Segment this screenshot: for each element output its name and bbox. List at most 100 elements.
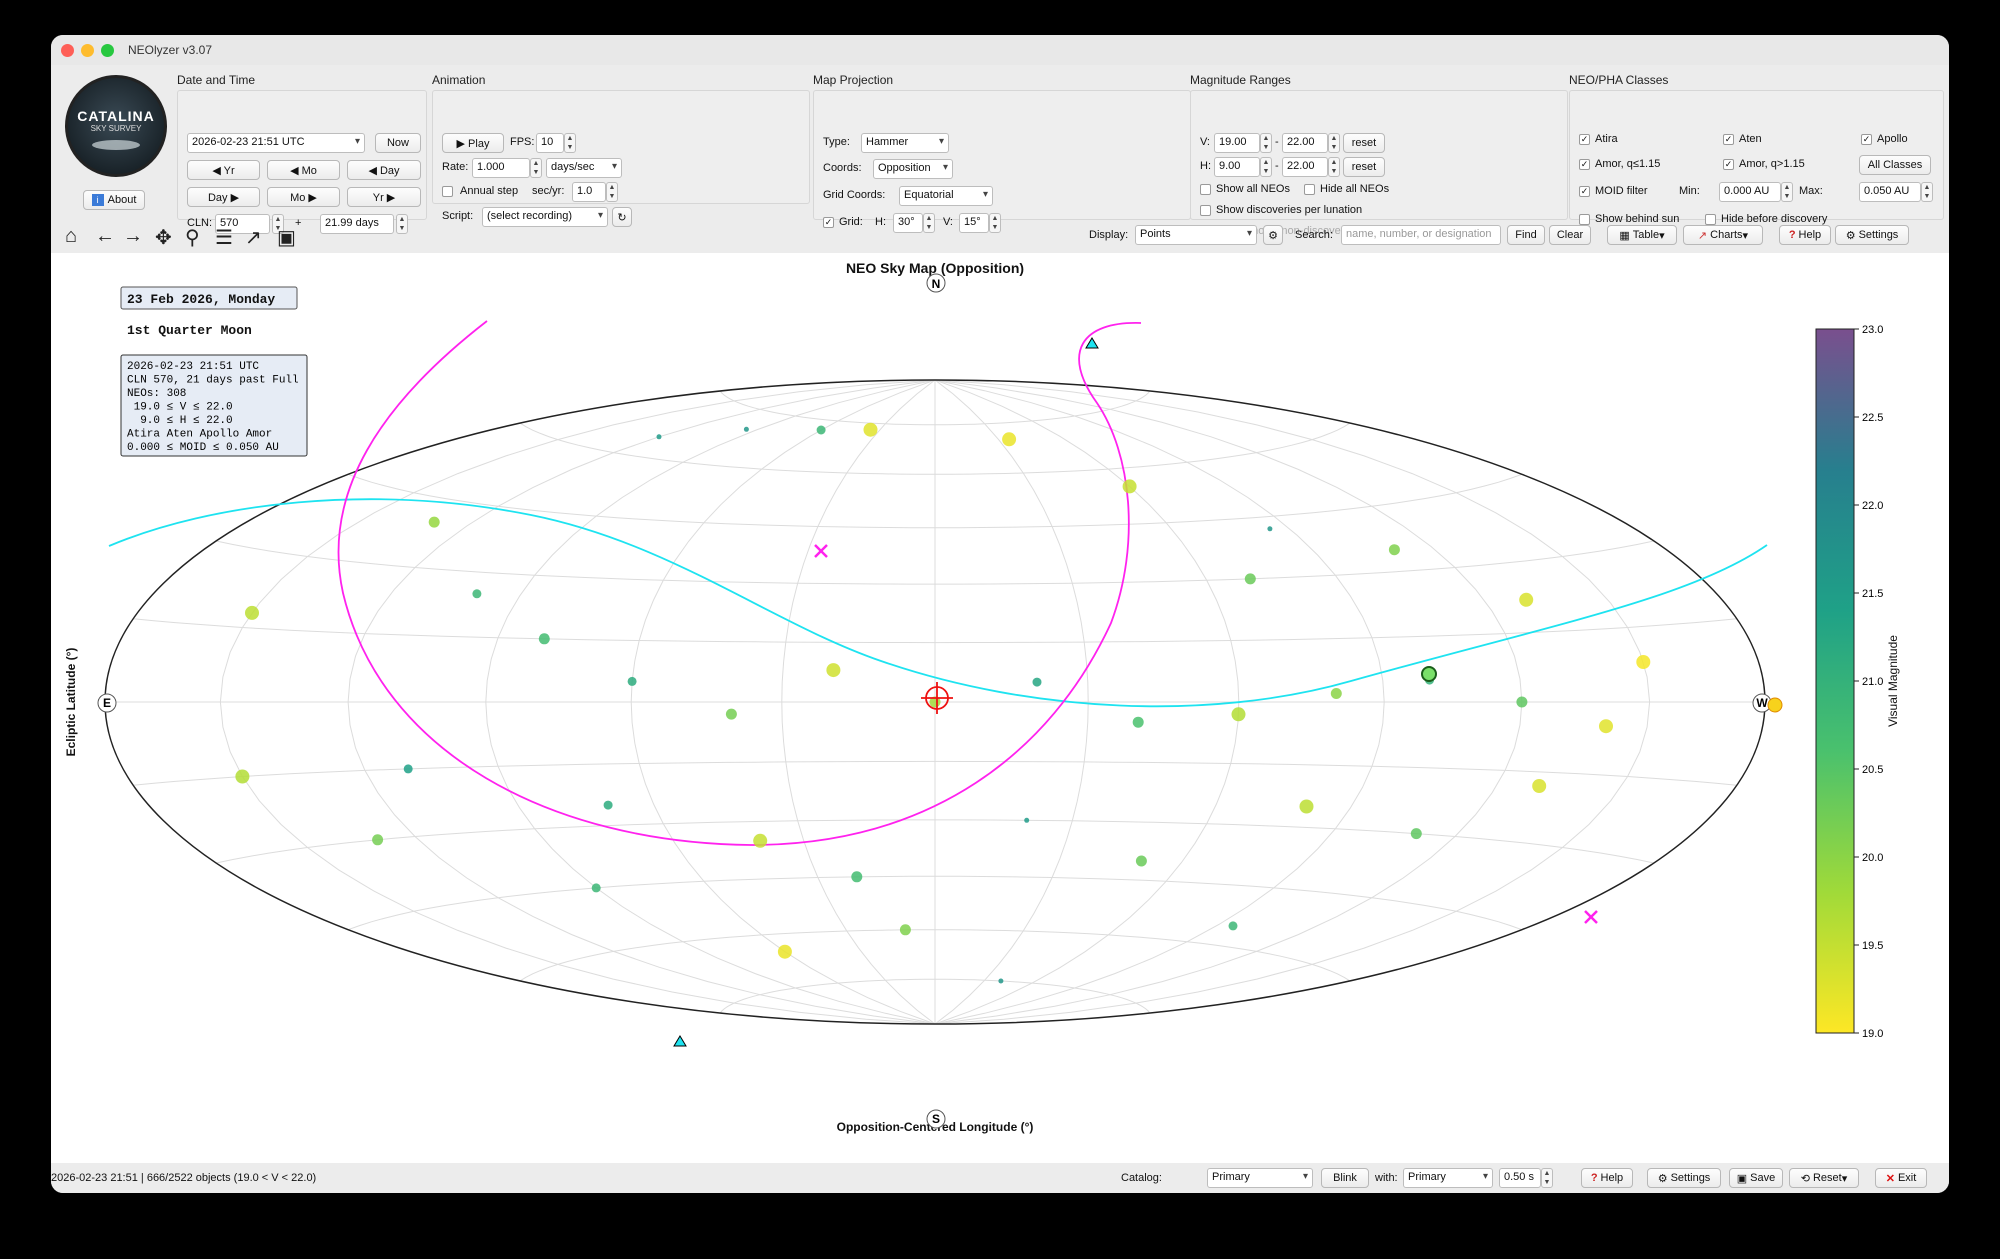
zoom-window-icon[interactable] xyxy=(101,44,114,57)
save-figure-icon[interactable]: ▣ xyxy=(277,227,296,249)
neo-point[interactable] xyxy=(743,426,749,432)
exit-button[interactable]: ✕ Exit xyxy=(1875,1168,1927,1188)
display-select[interactable]: Points xyxy=(1135,225,1257,245)
v-min-spinner[interactable]: ▲ ▼ xyxy=(1260,133,1272,153)
neo-point[interactable] xyxy=(472,589,482,599)
v-min-input[interactable]: 19.00 xyxy=(1214,133,1260,153)
plot-area[interactable]: NEO Sky Map (Opposition) Ecliptic Latitu… xyxy=(51,253,1949,1163)
about-button[interactable]: i About xyxy=(83,190,145,210)
moid-max-spinner[interactable]: ▲ ▼ xyxy=(1921,182,1933,202)
configure-subplots-icon[interactable]: ☰ xyxy=(215,227,233,249)
neo-point[interactable] xyxy=(1122,479,1137,494)
all-classes-button[interactable]: All Classes xyxy=(1859,155,1931,175)
table-button[interactable]: ▦ Table ▾ xyxy=(1607,225,1677,245)
grid-v-input[interactable]: 15° xyxy=(959,213,989,233)
neo-point[interactable] xyxy=(538,633,550,645)
v-reset-button[interactable]: reset xyxy=(1343,133,1385,153)
settings-button[interactable]: ⚙ Settings xyxy=(1835,225,1909,245)
save-button[interactable]: ▣ Save xyxy=(1729,1168,1783,1188)
blink-with-select[interactable]: Primary xyxy=(1403,1168,1493,1188)
fps-spinner[interactable]: ▲ ▼ xyxy=(564,133,576,153)
catalog-select[interactable]: Primary xyxy=(1207,1168,1313,1188)
year-back-button[interactable]: ◀ Yr xyxy=(187,160,260,180)
neo-point[interactable] xyxy=(1388,544,1400,556)
aten-checkbox[interactable]: ✓ xyxy=(1723,134,1734,145)
neo-point[interactable] xyxy=(863,422,878,437)
refresh-script-button[interactable]: ↻ xyxy=(612,207,632,227)
rate-spinner[interactable]: ▲ ▼ xyxy=(530,158,542,178)
moid-max-input[interactable]: 0.050 AU xyxy=(1859,182,1921,202)
neo-point[interactable] xyxy=(777,944,792,959)
edit-axis-icon[interactable]: ↗ xyxy=(245,227,262,249)
neo-point[interactable] xyxy=(1519,592,1534,607)
blink-button[interactable]: Blink xyxy=(1321,1168,1369,1188)
month-forward-button[interactable]: Mo ▶ xyxy=(267,187,340,207)
neo-point[interactable] xyxy=(1516,696,1528,708)
neo-point[interactable] xyxy=(816,425,826,435)
display-options-button[interactable]: ⚙ xyxy=(1263,225,1283,245)
neo-point[interactable] xyxy=(753,833,768,848)
blink-interval-input[interactable]: 0.50 s xyxy=(1499,1168,1541,1188)
pan-icon[interactable]: ✥ xyxy=(155,227,172,249)
moid-min-spinner[interactable]: ▲ ▼ xyxy=(1781,182,1793,202)
zoom-icon[interactable]: ⚲ xyxy=(185,227,200,249)
neo-point[interactable] xyxy=(1024,817,1030,823)
secyr-spinner[interactable]: ▲ ▼ xyxy=(606,182,618,202)
sky-map-chart[interactable]: NEO Sky Map (Opposition) Ecliptic Latitu… xyxy=(51,253,1949,1163)
h-max-input[interactable]: 22.00 xyxy=(1282,157,1328,177)
blink-interval-spinner[interactable]: ▲ ▼ xyxy=(1541,1168,1553,1188)
status-help-button[interactable]: ? Help xyxy=(1581,1168,1633,1188)
back-arrow-icon[interactable]: ← xyxy=(95,225,115,247)
days-input[interactable]: 21.99 days xyxy=(320,214,394,234)
neo-point[interactable] xyxy=(1299,799,1314,814)
h-min-input[interactable]: 9.00 xyxy=(1214,157,1260,177)
neo-point[interactable] xyxy=(235,769,250,784)
neo-point[interactable] xyxy=(1244,573,1256,585)
neo-point[interactable] xyxy=(1636,655,1651,669)
secyr-input[interactable]: 1.0 xyxy=(572,182,606,202)
neo-point[interactable] xyxy=(725,708,737,720)
neo-point[interactable] xyxy=(899,924,911,936)
forward-arrow-icon[interactable]: → xyxy=(123,225,143,247)
v-max-input[interactable]: 22.00 xyxy=(1282,133,1328,153)
neo-point[interactable] xyxy=(998,978,1004,984)
h-min-spinner[interactable]: ▲ ▼ xyxy=(1260,157,1272,177)
neo-point[interactable] xyxy=(1330,688,1342,699)
day-forward-button[interactable]: Day ▶ xyxy=(187,187,260,207)
neo-point[interactable] xyxy=(1135,855,1147,867)
moid-min-input[interactable]: 0.000 AU xyxy=(1719,182,1781,202)
grid-h-input[interactable]: 30° xyxy=(893,213,923,233)
grid-v-spinner[interactable]: ▲ ▼ xyxy=(989,213,1001,233)
day-back-button[interactable]: ◀ Day xyxy=(347,160,421,180)
h-reset-button[interactable]: reset xyxy=(1343,157,1385,177)
grid-checkbox[interactable]: ✓ xyxy=(823,217,834,228)
neo-point[interactable] xyxy=(1532,779,1547,793)
rate-unit-select[interactable]: days/sec xyxy=(546,158,622,178)
find-button[interactable]: Find xyxy=(1507,225,1545,245)
rate-input[interactable]: 1.000 xyxy=(472,158,530,178)
neo-point[interactable] xyxy=(428,516,440,528)
neo-point[interactable] xyxy=(656,434,662,440)
month-back-button[interactable]: ◀ Mo xyxy=(267,160,340,180)
search-input[interactable]: name, number, or designation xyxy=(1341,225,1501,245)
apollo-checkbox[interactable]: ✓ xyxy=(1861,134,1872,145)
coords-select[interactable]: Opposition xyxy=(873,159,953,179)
v-max-spinner[interactable]: ▲ ▼ xyxy=(1328,133,1340,153)
cln-spinner[interactable]: ▲ ▼ xyxy=(272,214,284,234)
play-button[interactable]: ▶ Play xyxy=(442,133,504,153)
neo-point[interactable] xyxy=(1032,677,1042,687)
neo-point[interactable] xyxy=(1002,432,1017,447)
status-settings-button[interactable]: ⚙ Settings xyxy=(1647,1168,1721,1188)
amor2-checkbox[interactable]: ✓ xyxy=(1723,159,1734,170)
days-spinner[interactable]: ▲ ▼ xyxy=(396,214,408,234)
neo-point[interactable] xyxy=(372,834,384,846)
year-forward-button[interactable]: Yr ▶ xyxy=(347,187,421,207)
script-select[interactable]: (select recording) xyxy=(482,207,608,227)
neo-point[interactable] xyxy=(591,883,601,893)
neo-point[interactable] xyxy=(851,871,863,883)
help-button[interactable]: ? Help xyxy=(1779,225,1831,245)
amor1-checkbox[interactable]: ✓ xyxy=(1579,159,1590,170)
close-window-icon[interactable] xyxy=(61,44,74,57)
neo-point[interactable] xyxy=(826,663,841,678)
behind-sun-checkbox[interactable] xyxy=(1579,214,1590,225)
